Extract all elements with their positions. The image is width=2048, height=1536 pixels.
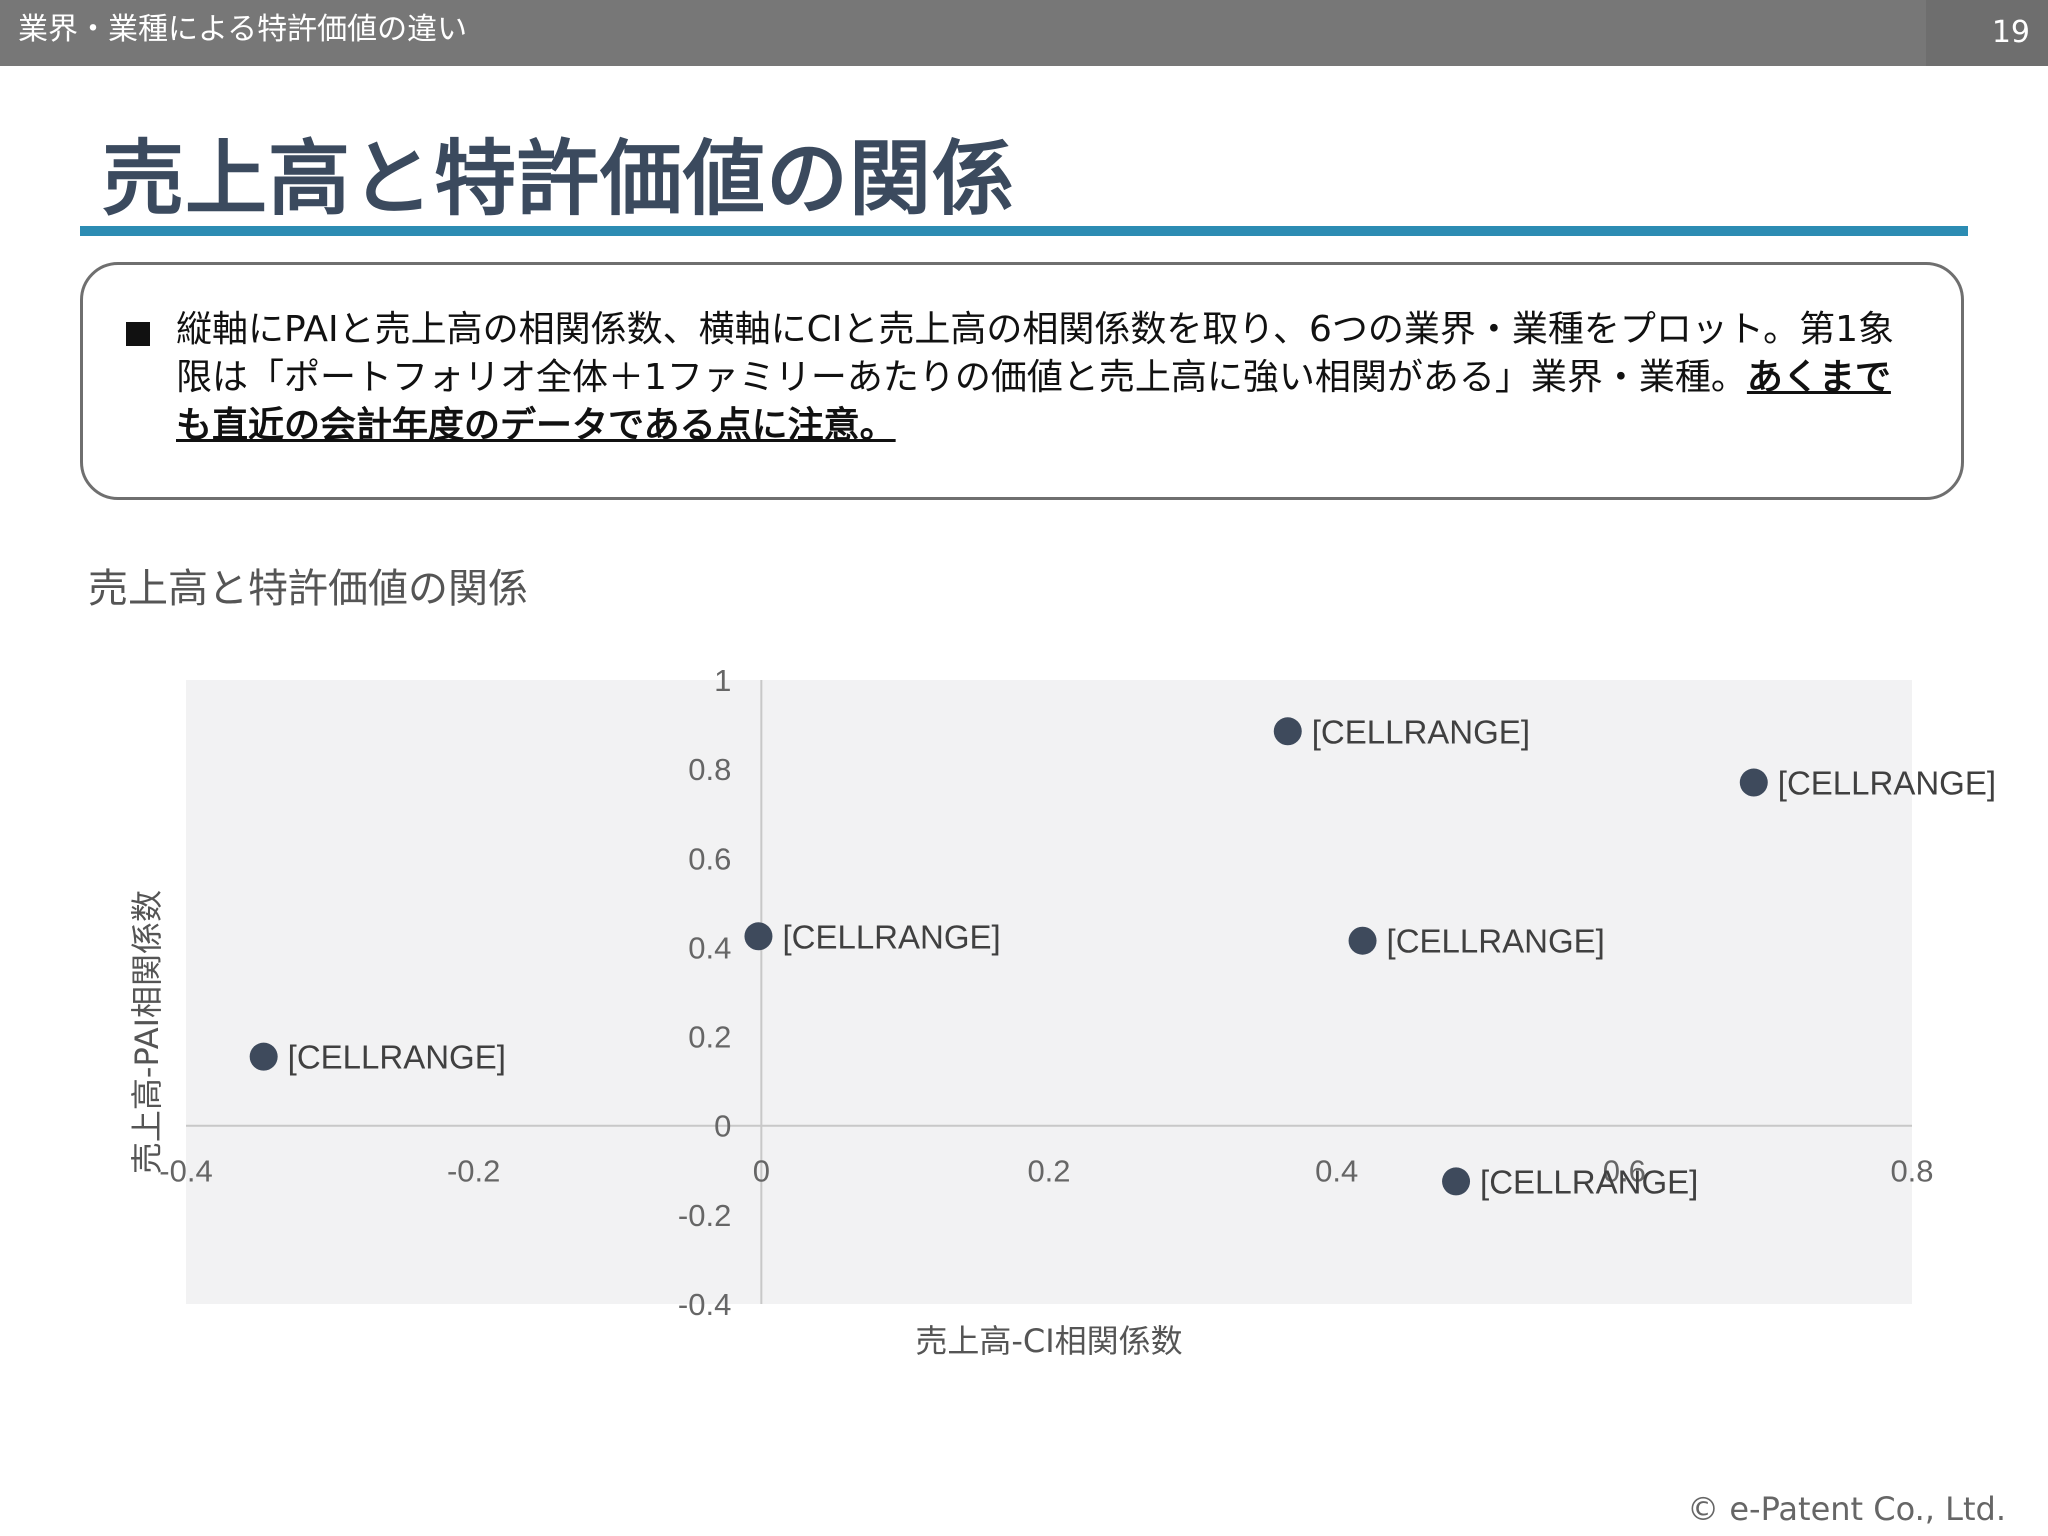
- y-tick-label: 0.2: [688, 1020, 731, 1055]
- section-title: 業界・業種による特許価値の違い: [18, 12, 468, 47]
- plot-area: [186, 680, 1912, 1304]
- x-tick-label: -0.2: [447, 1154, 500, 1189]
- data-point: [1273, 717, 1302, 746]
- x-axis-title: 売上高-CI相関係数: [915, 1322, 1182, 1360]
- x-tick-label: 0.6: [1603, 1154, 1646, 1189]
- page-title: 売上高と特許価値の関係: [102, 132, 1016, 227]
- y-tick-label: 0: [714, 1109, 731, 1144]
- x-tick-label: -0.4: [159, 1154, 212, 1189]
- y-tick-label: 1: [714, 663, 731, 698]
- note-text: 縦軸にPAIと売上高の相関係数、横軸にCIと売上高の相関係数を取り、6つの業界・…: [176, 306, 1916, 450]
- data-point-label: [CELLRANGE]: [782, 918, 1000, 955]
- x-tick-label: 0: [753, 1154, 770, 1189]
- page-number: 19: [1991, 15, 2030, 50]
- square-bullet-icon: [126, 322, 150, 346]
- copyright: © e-Patent Co., Ltd.: [1687, 1490, 2006, 1528]
- x-tick-label: 0.4: [1315, 1154, 1358, 1189]
- y-tick-label: 0.4: [688, 930, 731, 965]
- note-text-emphasis: あくまでも直近の会計年度のデータである点に注意。: [176, 357, 1891, 446]
- data-point-label: [CELLRANGE]: [1480, 1163, 1698, 1200]
- x-tick-label: 0.2: [1027, 1154, 1070, 1189]
- data-point: [1739, 768, 1768, 797]
- y-tick-label: 0.6: [688, 841, 731, 876]
- data-point-label: [CELLRANGE]: [1387, 923, 1605, 960]
- note-box: [80, 262, 1964, 500]
- y-tick-label: -0.2: [678, 1198, 731, 1233]
- chart-title: 売上高と特許価値の関係: [88, 566, 528, 612]
- data-point: [744, 922, 773, 951]
- data-point: [249, 1042, 278, 1071]
- title-underline: [80, 226, 1968, 236]
- x-tick-label: 0.8: [1890, 1154, 1933, 1189]
- y-axis-title: 売上高-PAI相関係数: [128, 890, 166, 1174]
- data-point-label: [CELLRANGE]: [288, 1039, 506, 1076]
- header-bar: 業界・業種による特許価値の違い 19: [0, 0, 2048, 66]
- data-point: [1348, 926, 1377, 955]
- y-tick-label: 0.8: [688, 752, 731, 787]
- data-point: [1442, 1167, 1471, 1196]
- data-point-label: [CELLRANGE]: [1778, 765, 1996, 802]
- note-text-plain: 縦軸にPAIと売上高の相関係数、横軸にCIと売上高の相関係数を取り、6つの業界・…: [176, 309, 1895, 398]
- page-number-box: 19: [1926, 0, 2048, 66]
- y-tick-label: -0.4: [678, 1287, 731, 1322]
- data-point-label: [CELLRANGE]: [1312, 713, 1530, 750]
